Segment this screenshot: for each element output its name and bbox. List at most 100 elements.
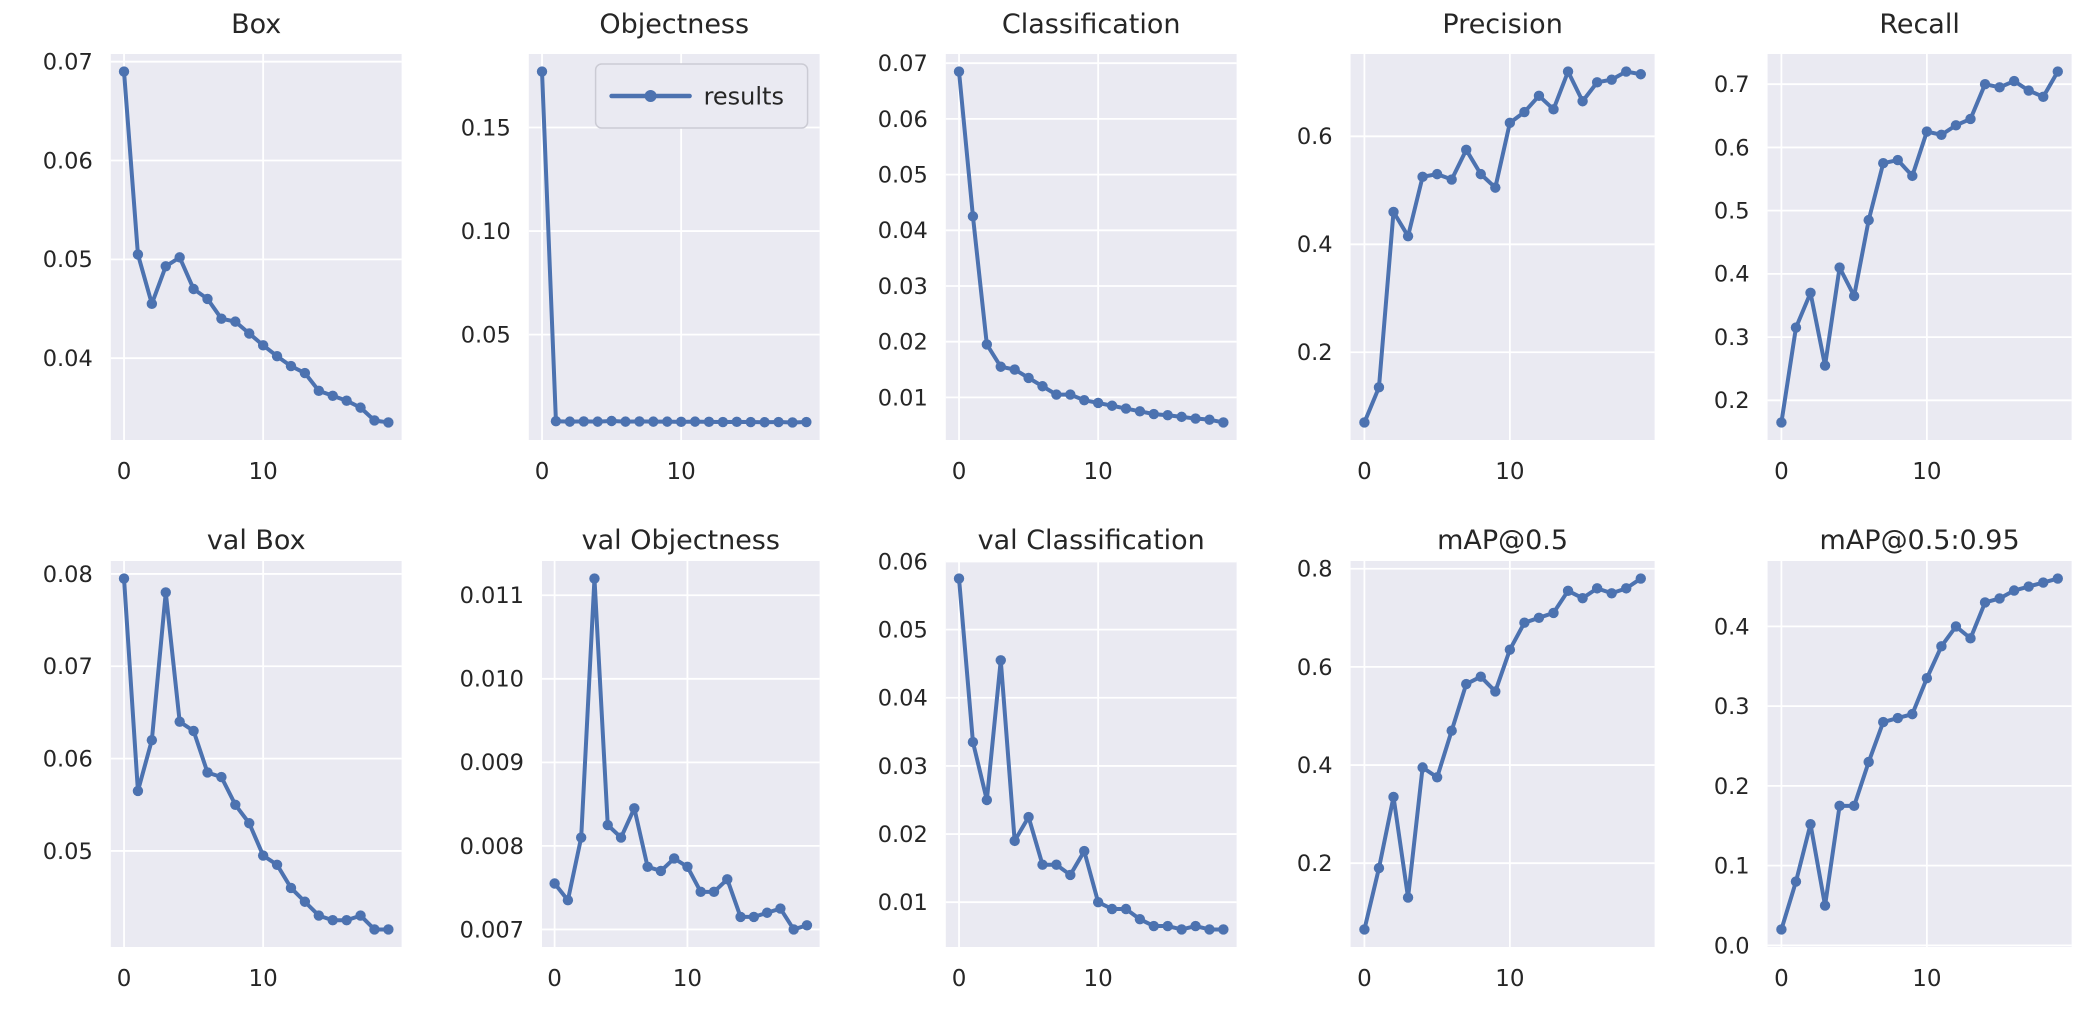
y-tick-label: 0.009: [459, 750, 523, 776]
data-point: [1388, 791, 1399, 803]
legend-box: [594, 63, 808, 129]
y-tick-label: 0.06: [43, 148, 93, 174]
gridlines: [110, 561, 402, 947]
data-point: [1834, 262, 1846, 273]
data-point: [1562, 585, 1574, 597]
data-point: [1635, 69, 1646, 80]
x-tick-label: 10: [1084, 459, 1113, 485]
x-tick-label: 0: [1774, 459, 1789, 485]
data-point: [801, 920, 812, 931]
data-point: [285, 882, 297, 894]
data-point: [1863, 214, 1875, 226]
data-point: [981, 794, 993, 806]
data-point: [160, 587, 171, 598]
data-point: [1965, 113, 1977, 125]
y-tick-labels: 0.0 0.1 0.2 0.3 0.4: [1714, 614, 1750, 959]
subplot-recall-canvas: 0.2 0.3 0.4 0.5 0.6 0.7 0 10 Recall: [1714, 9, 2072, 485]
gridlines: [1350, 54, 1655, 440]
data-point: [341, 915, 352, 926]
data-point: [772, 416, 784, 428]
data-point: [1475, 671, 1486, 682]
data-point: [1218, 924, 1229, 935]
data-point: [1922, 673, 1933, 684]
data-point: [602, 819, 613, 831]
y-tick-label: 0.07: [43, 654, 93, 680]
x-tick-labels: 0 10: [117, 966, 278, 992]
data-point: [1892, 154, 1904, 166]
x-tick-label: 0: [1357, 966, 1372, 992]
data-point: [299, 896, 311, 907]
data-point: [216, 313, 227, 324]
data-point: [800, 416, 812, 428]
y-tick-label: 0.3: [1714, 694, 1750, 720]
data-points: [1358, 66, 1646, 428]
x-tick-labels: 0 10: [952, 459, 1113, 485]
y-tick-label: 0.02: [878, 330, 928, 356]
y-tick-labels: 0.01 0.02 0.03 0.04 0.05 0.06: [878, 549, 928, 916]
data-point: [981, 339, 993, 350]
y-tick-label: 0.4: [1297, 753, 1333, 779]
y-tick-labels: 0.2 0.4 0.6: [1297, 124, 1333, 366]
data-point: [1791, 322, 1802, 333]
data-point: [675, 416, 686, 428]
y-tick-label: 0.010: [459, 667, 523, 693]
data-point: [1834, 800, 1846, 812]
data-point: [1533, 90, 1544, 102]
y-tick-label: 0.3: [1714, 325, 1750, 351]
data-points: [954, 66, 1229, 428]
data-point: [1037, 859, 1048, 870]
data-point: [1051, 859, 1062, 870]
data-point: [369, 415, 380, 426]
data-point: [1148, 920, 1160, 932]
plot-area: [945, 54, 1237, 440]
data-point: [1373, 862, 1384, 874]
data-points: [118, 66, 394, 428]
data-point: [1190, 920, 1201, 932]
y-tick-label: 0.04: [878, 686, 928, 712]
data-point: [2038, 91, 2049, 103]
subplot-box: 0.04 0.05 0.06 0.07 0 10 Box: [0, 0, 418, 507]
data-point: [786, 417, 798, 428]
data-point: [1878, 716, 1889, 728]
subplot-precision: 0.2 0.4 0.6 0 10 Precision: [1253, 0, 1671, 507]
subplot-title: val Objectness: [581, 525, 779, 556]
data-point: [1358, 417, 1370, 428]
data-points: [118, 573, 394, 935]
data-point: [383, 924, 394, 935]
data-point: [995, 361, 1007, 372]
data-point: [216, 771, 227, 783]
y-tick-label: 0.05: [460, 322, 510, 348]
subplot-title: mAP@0.5:0.95: [1820, 525, 2020, 556]
data-point: [578, 416, 589, 427]
data-point: [146, 734, 158, 746]
data-point: [1023, 372, 1034, 384]
y-tick-label: 0.011: [459, 583, 523, 609]
data-point: [668, 853, 679, 864]
y-tick-label: 0.04: [43, 346, 93, 372]
data-point: [1994, 593, 2006, 604]
data-point: [1951, 120, 1962, 131]
data-point: [1162, 410, 1174, 421]
data-point: [605, 415, 617, 427]
data-point: [1965, 633, 1977, 644]
data-point: [1533, 612, 1544, 624]
data-point: [1951, 621, 1962, 632]
data-point: [1065, 869, 1076, 881]
subplot-val_classification: 0.01 0.02 0.03 0.04 0.05 0.06 0 10 val Classific…: [835, 507, 1253, 1014]
data-point: [1107, 400, 1118, 411]
data-point: [628, 803, 640, 814]
data-point: [1577, 96, 1588, 107]
data-point: [1606, 74, 1617, 85]
y-tick-label: 0.02: [878, 822, 928, 848]
data-point: [1548, 607, 1559, 619]
data-point: [954, 66, 965, 77]
data-point: [562, 895, 573, 906]
x-tick-labels: 0 10: [952, 966, 1113, 992]
data-point: [1107, 903, 1118, 915]
data-point: [132, 249, 144, 260]
data-points: [1776, 66, 2064, 428]
gridlines: [945, 560, 1237, 947]
data-point: [1606, 588, 1617, 599]
subplot-title: mAP@0.5: [1437, 525, 1568, 556]
x-tick-labels: 0 10: [1357, 459, 1524, 485]
